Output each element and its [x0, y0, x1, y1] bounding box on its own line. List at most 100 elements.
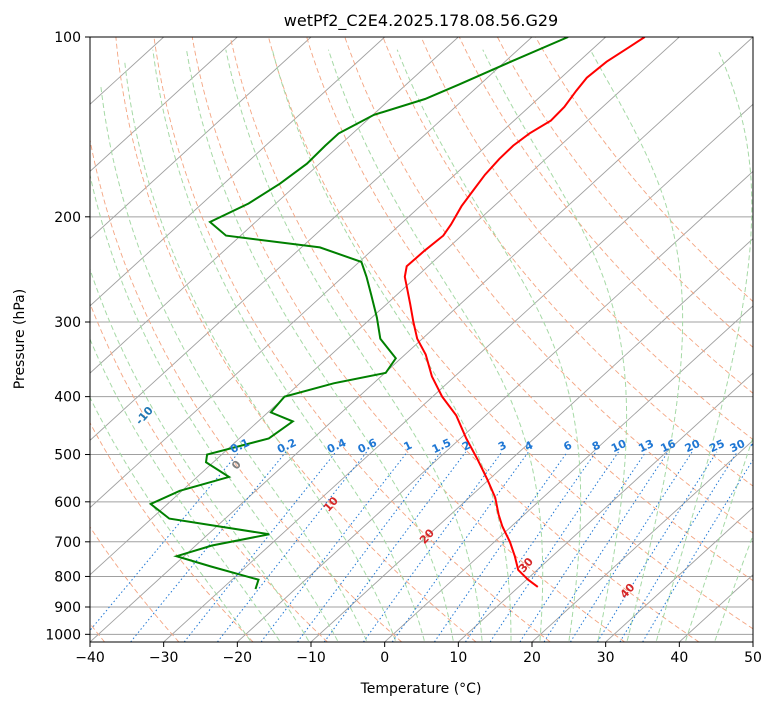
- y-tick-label: 700: [54, 535, 81, 551]
- y-axis-label: Pressure (hPa): [12, 289, 28, 389]
- mixing-ratio-label: 0.1: [228, 436, 251, 456]
- x-tick-label: 10: [449, 650, 467, 666]
- mixing-ratio-line: [642, 458, 753, 642]
- moist-adiabat-line: [100, 84, 367, 641]
- mixing-ratio-line: [217, 451, 368, 642]
- dry-adiabat-line: [458, 37, 753, 394]
- mixing-ratio-label: 13: [636, 437, 655, 455]
- mixing-ratio-line: [391, 451, 529, 642]
- mixing-ratio-label: 4: [523, 438, 536, 453]
- isotherm-line: [90, 37, 753, 642]
- mixing-ratio-label: 30: [728, 437, 748, 455]
- dry-adiabat-line: [115, 37, 477, 642]
- dry-adiabat-line: [90, 137, 402, 642]
- moist-adiabat-line: [90, 337, 280, 642]
- isotherm-line: [90, 37, 607, 509]
- dry-adiabat-line: [191, 37, 625, 642]
- mixing-ratio-line: [519, 451, 647, 642]
- mixing-ratio-label: 36: [749, 437, 769, 455]
- mixing-ratio-label: 3: [496, 439, 508, 454]
- x-tick-label: 40: [670, 650, 688, 666]
- mixing-ratio-label: 1: [402, 439, 414, 454]
- dry-adiabat-line: [535, 37, 753, 303]
- chart-grid: [90, 37, 753, 642]
- mixing-ratio-label: 1.5: [430, 436, 453, 456]
- y-tick-label: 500: [54, 448, 81, 464]
- isotherm-line: [605, 506, 753, 642]
- mixing-ratio-line: [433, 451, 568, 642]
- moist-adiabat-line: [714, 533, 753, 641]
- isotherm-line: [90, 37, 386, 307]
- moist-adiabat-line: [589, 49, 684, 641]
- isotherm-line: [310, 238, 753, 642]
- isotherm-line: [90, 37, 680, 576]
- mixing-ratio-label: 20: [683, 437, 703, 455]
- mixing-ratio-label: 25: [707, 437, 726, 455]
- dry-adiabat-line: [229, 37, 700, 642]
- x-tick-label: 20: [523, 650, 541, 666]
- mixing-ratio-label: 0.4: [325, 436, 348, 456]
- isotherm-line: [90, 37, 312, 240]
- mixing-ratio-line: [130, 451, 287, 642]
- moist-adiabat-line: [655, 49, 753, 641]
- isotherm-line: [457, 372, 753, 642]
- moist-adiabat-line: [685, 435, 753, 641]
- dry-adiabat-label: -10: [133, 404, 156, 428]
- y-tick-label: 600: [54, 495, 81, 511]
- isotherm-line: [531, 439, 753, 642]
- dewpoint-line: [148, 37, 569, 590]
- isotherm-line: [90, 37, 238, 173]
- moist-adiabat-line: [152, 49, 425, 641]
- mixing-ratio-line: [569, 451, 693, 642]
- x-tick-label: −20: [223, 650, 253, 666]
- mixing-ratio-label: 6: [562, 438, 575, 453]
- chart-series: [148, 37, 646, 590]
- mixing-ratio-line: [183, 451, 337, 642]
- x-tick-label: −40: [75, 650, 105, 666]
- plot-frame: [89, 36, 754, 643]
- isotherm-line: [752, 641, 753, 642]
- y-tick-label: 1000: [45, 627, 81, 643]
- moist-adiabat-line: [124, 61, 396, 641]
- dry-adiabat-label: 40: [618, 581, 638, 601]
- moist-adiabat-line: [327, 49, 544, 641]
- moist-adiabat-line: [396, 49, 582, 641]
- mixing-ratio-line: [297, 451, 442, 642]
- isotherm-line: [90, 37, 459, 374]
- dry-adiabat-line: [420, 37, 753, 441]
- y-tick-label: 300: [54, 315, 81, 331]
- dry-adiabat-line: [382, 37, 753, 487]
- isotherm-line: [384, 305, 753, 642]
- x-tick-label: −30: [149, 650, 179, 666]
- dry-adiabat-line: [268, 37, 753, 630]
- temperature-line: [403, 37, 646, 588]
- mixing-ratio-label: 8: [590, 439, 602, 454]
- dry-adiabat-line: [90, 302, 328, 642]
- dry-adiabat-line: [344, 37, 753, 534]
- chart-inline-labels: 0.10.20.40.611.52346810131620253036-100-…: [133, 404, 769, 601]
- x-axis-label: Temperature (°C): [360, 681, 482, 697]
- x-tick-label: −10: [296, 650, 326, 666]
- moist-adiabat-line: [482, 49, 628, 641]
- dry-adiabat-line: [153, 37, 551, 642]
- isotherm-line: [163, 103, 753, 642]
- y-tick-label: 200: [54, 210, 81, 226]
- dry-adiabat-line: [497, 37, 753, 348]
- mixing-ratio-line: [619, 451, 738, 642]
- moist-adiabat-line: [90, 396, 251, 642]
- mixing-ratio-line: [596, 451, 718, 642]
- x-tick-label: 30: [597, 650, 615, 666]
- dry-adiabat-line: [306, 37, 753, 582]
- mixing-ratio-line: [464, 451, 597, 642]
- x-tick-label: 50: [744, 650, 762, 666]
- mixing-ratio-label: 0.2: [275, 436, 298, 456]
- chart-title: wetPf2_C2E4.2025.178.08.56.G29: [284, 11, 558, 31]
- mixing-ratio-line: [260, 451, 408, 642]
- mixing-ratio-line: [543, 451, 669, 642]
- mixing-ratio-label: 16: [659, 437, 679, 455]
- y-tick-label: 800: [54, 569, 81, 585]
- chart-axes: −40 −30 −20 −10 0 10 20 30 40 5010020030040050060…: [45, 30, 762, 666]
- moist-adiabat-line: [225, 49, 483, 641]
- dry-adiabat-line: [90, 526, 180, 642]
